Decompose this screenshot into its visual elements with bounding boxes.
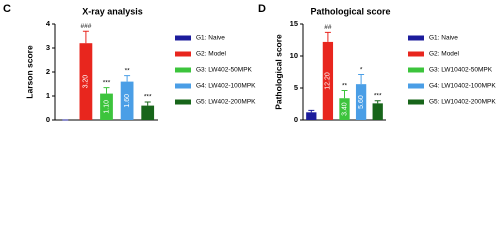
significance-label: *** <box>103 79 111 86</box>
error-bar <box>82 30 89 44</box>
significance-label: ## <box>324 24 332 31</box>
y-tick-label: 5 <box>294 83 298 92</box>
bar <box>100 93 113 120</box>
chart-title: Pathological score <box>310 6 390 16</box>
y-axis-label: Larson score <box>24 45 34 99</box>
y-axis-label: Pathological score <box>273 34 283 110</box>
bar <box>339 98 350 120</box>
significance-label: ### <box>80 23 91 30</box>
legend-swatch <box>408 51 424 57</box>
legend-swatch <box>175 51 191 57</box>
legend-label: G3: LW402-50MPK <box>196 67 253 74</box>
legend-swatch <box>175 83 191 89</box>
bar <box>372 103 383 120</box>
significance-label: *** <box>374 93 382 100</box>
significance-label: ** <box>342 82 348 89</box>
y-tick-label: 3 <box>46 43 50 52</box>
y-tick-label: 4 <box>46 19 51 28</box>
significance-label: *** <box>144 94 152 101</box>
y-tick-label: 0 <box>46 115 50 124</box>
value-label: 3.40 <box>341 102 348 116</box>
figure: C D X-ray analysis Larson score 0 1 2 3 4 G1: N… <box>3 3 496 124</box>
y-tick-label: 10 <box>290 51 298 60</box>
error-bar <box>324 31 331 42</box>
legend-label: G4: LW10402-100MPK <box>429 83 496 90</box>
value-label: 12.20 <box>325 72 332 90</box>
error-bar <box>358 74 365 85</box>
legend-label: G1: Naive <box>196 35 225 42</box>
error-bar <box>124 75 131 82</box>
panel-letter: D <box>258 3 266 15</box>
y-tick-label: 15 <box>290 19 298 28</box>
value-label: 3.20 <box>83 75 90 89</box>
legend-label: G3: LW10402-50MPK <box>429 67 493 74</box>
bar <box>120 81 134 120</box>
legend-label: G2: Model <box>196 51 227 58</box>
bar <box>306 112 317 120</box>
error-bar <box>144 101 151 106</box>
legend-label: G2: Model <box>429 51 460 58</box>
legend-swatch <box>175 35 191 41</box>
legend-swatch <box>175 99 191 105</box>
error-bar <box>341 90 348 99</box>
error-bar <box>374 100 381 104</box>
bar <box>355 84 367 120</box>
bar <box>141 105 155 120</box>
legend-swatch <box>408 99 424 105</box>
legend-label: G1: Naive <box>429 35 458 42</box>
value-label: 1.10 <box>103 100 110 114</box>
legend-swatch <box>408 67 424 73</box>
error-bar <box>103 87 110 94</box>
y-tick-label: 2 <box>46 67 50 76</box>
legend-label: G5: LW10402-200MPK <box>429 99 496 106</box>
legend-label: G5: LW402-200MPK <box>196 99 256 106</box>
panel-letter: C <box>3 3 11 15</box>
value-label: 5.60 <box>358 95 365 109</box>
significance-label: ** <box>125 67 131 74</box>
bar <box>79 43 93 121</box>
significance-label: * <box>360 66 363 73</box>
legend-swatch <box>408 83 424 89</box>
bar <box>322 41 334 120</box>
legend-label: G4: LW402-100MPK <box>196 83 256 90</box>
legend-swatch <box>408 35 424 41</box>
y-tick-label: 0 <box>294 115 298 124</box>
y-tick-label: 1 <box>46 91 50 100</box>
legend-swatch <box>175 67 191 73</box>
error-bar <box>308 109 315 113</box>
value-label: 1.60 <box>124 94 131 108</box>
chart-title: X-ray analysis <box>82 6 143 16</box>
